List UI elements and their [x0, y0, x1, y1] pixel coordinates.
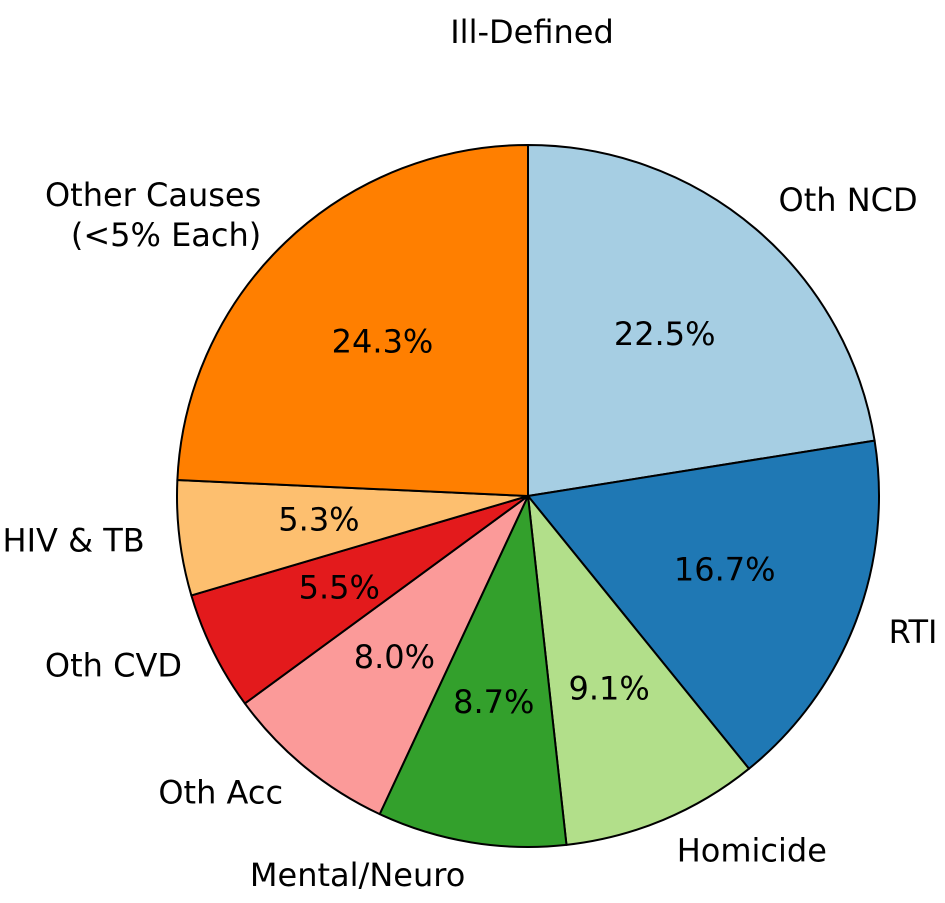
value-label: 16.7%	[674, 550, 776, 588]
pie-slice	[176, 144, 529, 497]
slice-label: Oth CVD	[45, 646, 182, 684]
slice-label: Homicide	[677, 831, 827, 869]
pie-slice	[527, 144, 876, 497]
value-label: 9.1%	[568, 669, 649, 707]
value-label: 8.0%	[354, 638, 435, 676]
slice-label: RTI	[889, 613, 938, 651]
pie-slice	[378, 495, 568, 848]
value-label: 24.3%	[332, 323, 434, 361]
slice-label: Oth Acc	[158, 773, 283, 811]
value-label: 5.3%	[278, 500, 359, 538]
value-label: 22.5%	[614, 315, 716, 353]
value-label: 8.7%	[453, 683, 534, 721]
slice-label: Mental/Neuro	[250, 856, 465, 894]
pie-slice	[527, 439, 880, 770]
value-label: 5.5%	[299, 568, 380, 606]
slice-label: HIV & TB	[3, 522, 145, 560]
slice-label: Oth NCD	[779, 181, 918, 219]
pie-slice	[527, 495, 750, 846]
pie-slice	[243, 495, 529, 816]
annotation: Ill-Defined	[450, 13, 614, 51]
slice-label: Other Causes (<5% Each)	[45, 176, 261, 254]
